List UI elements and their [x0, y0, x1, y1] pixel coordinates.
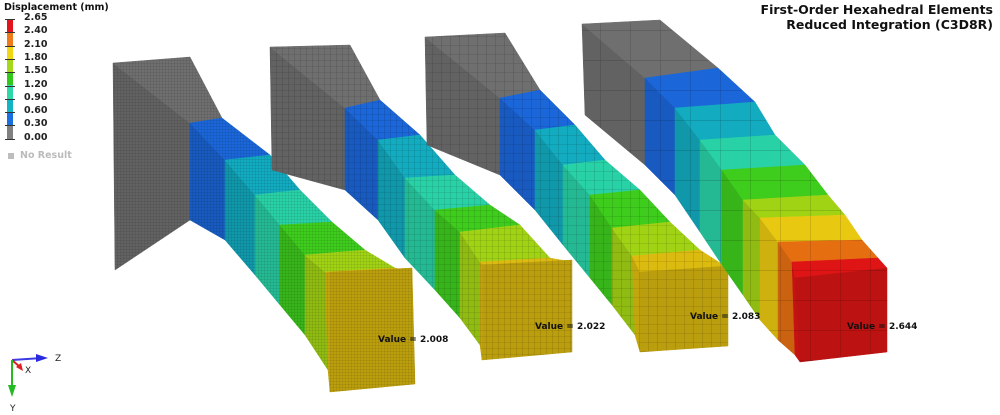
beam-side-band	[344, 107, 379, 221]
legend-tick	[5, 19, 15, 20]
beam-side-band	[324, 271, 331, 393]
z-axis-label: Z	[55, 354, 61, 364]
legend-value-label: 0.30	[24, 118, 48, 130]
legend-value-label: 1.50	[24, 65, 48, 77]
beam-side-band	[674, 107, 701, 233]
title-line-2: Reduced Integration (C3D8R)	[786, 17, 993, 32]
title-line-1: First-Order Hexahedral Elements	[760, 2, 993, 17]
y-axis-arrow	[8, 360, 16, 397]
beam-end-face	[639, 265, 729, 353]
beam-side-band	[589, 194, 613, 306]
beam-side-band	[644, 77, 676, 196]
beam-top-band	[424, 32, 541, 99]
legend-no-result: No Result	[8, 150, 72, 161]
beam-top-band	[589, 189, 671, 229]
beam-side-band	[269, 46, 346, 191]
beam-side-band	[562, 164, 591, 279]
beam-side-band	[112, 62, 191, 271]
legend-tick	[5, 125, 15, 127]
beam-top-band	[279, 221, 366, 256]
no-result-label: No Result	[20, 150, 72, 161]
legend-color-segment	[7, 45, 13, 59]
beam-top-band	[759, 214, 863, 243]
beam-model-1[interactable]	[112, 56, 416, 393]
probe-value-label: Value = 2.644	[847, 322, 918, 332]
beam-end-face	[329, 267, 416, 393]
beam-top-band	[644, 67, 756, 109]
beam-side-band	[499, 97, 536, 211]
legend-color-segment	[7, 72, 13, 86]
legend-value-label: 2.10	[24, 38, 48, 50]
legend-color-segment	[7, 112, 13, 126]
beam-model-3[interactable]	[424, 32, 729, 353]
beam-side-band	[459, 231, 481, 346]
legend-value-label: 0.60	[24, 105, 48, 117]
beam-top-band	[562, 159, 641, 196]
axis-triad: Z X Y	[8, 354, 61, 414]
legend-tick	[5, 98, 15, 100]
beam-end-face	[481, 259, 573, 361]
beam-model-2[interactable]	[269, 44, 573, 361]
beam-side-band	[279, 224, 306, 336]
legend-color-segment	[7, 32, 13, 46]
legend-color-segment	[7, 125, 13, 139]
legend: Displacement (mm) 2.65 2.40 2.10 1.80 1.50 1.…	[4, 2, 114, 161]
beam-side-band	[611, 227, 636, 336]
probe-value-label: Value = 2.022	[535, 322, 606, 332]
legend-tick	[5, 32, 15, 34]
beam-top-band	[777, 239, 879, 263]
legend-tick	[5, 45, 15, 47]
beam-side-band	[742, 199, 761, 321]
probe-value-label: Value = 2.008	[378, 335, 449, 345]
legend-color-segment	[7, 19, 13, 33]
plot-title: First-Order Hexahedral Elements Reduced …	[761, 2, 993, 32]
beam-side-band	[759, 217, 779, 341]
beam-side-band	[404, 177, 436, 291]
no-result-swatch	[8, 152, 14, 159]
legend-value-label: 0.00	[24, 131, 48, 143]
legend-color-bar	[7, 19, 13, 139]
beam-side-band	[189, 122, 226, 241]
beam-side-band	[377, 139, 406, 259]
legend-value-label: 1.80	[24, 51, 48, 63]
beam-top-band	[304, 249, 396, 273]
beam-top-band	[459, 224, 551, 263]
beam-side-band	[479, 261, 483, 361]
y-axis-label: Y	[9, 404, 16, 414]
beam-side-band	[777, 241, 796, 356]
z-axis-arrow	[11, 354, 48, 362]
beam-models	[112, 19, 888, 393]
legend-color-segment	[7, 98, 13, 113]
probe-value-label: Value = 2.083	[690, 312, 761, 322]
legend-value-label: 2.65	[24, 12, 48, 23]
legend-title: Displacement (mm)	[4, 2, 109, 13]
legend-value-label: 0.90	[24, 91, 48, 103]
legend-color-segment	[7, 85, 13, 99]
beam-side-band	[434, 209, 461, 319]
legend-tick	[5, 138, 15, 140]
beam-end-face	[794, 267, 888, 363]
legend-tick	[5, 112, 15, 114]
x-axis-label: X	[25, 366, 31, 376]
legend-tick	[5, 72, 15, 74]
legend-tick	[5, 85, 15, 87]
beam-top-band	[269, 44, 381, 109]
legend-value-label: 2.40	[24, 25, 48, 37]
beam-top-band	[699, 134, 806, 171]
legend-tick	[5, 58, 15, 60]
beam-model-4[interactable]	[581, 19, 888, 363]
legend-color-segment	[7, 58, 13, 73]
x-axis-arrow	[11, 359, 23, 371]
legend-scale: 2.65 2.40 2.10 1.80 1.50 1.20 0.90 0.60 0.30 0.00	[4, 12, 114, 148]
beam-side-band	[721, 169, 744, 296]
beam-top-band	[611, 221, 701, 257]
legend-value-label: 1.20	[24, 78, 48, 90]
beam-side-band	[699, 139, 723, 266]
beam-side-band	[304, 254, 329, 371]
beam-top-band	[631, 249, 729, 273]
